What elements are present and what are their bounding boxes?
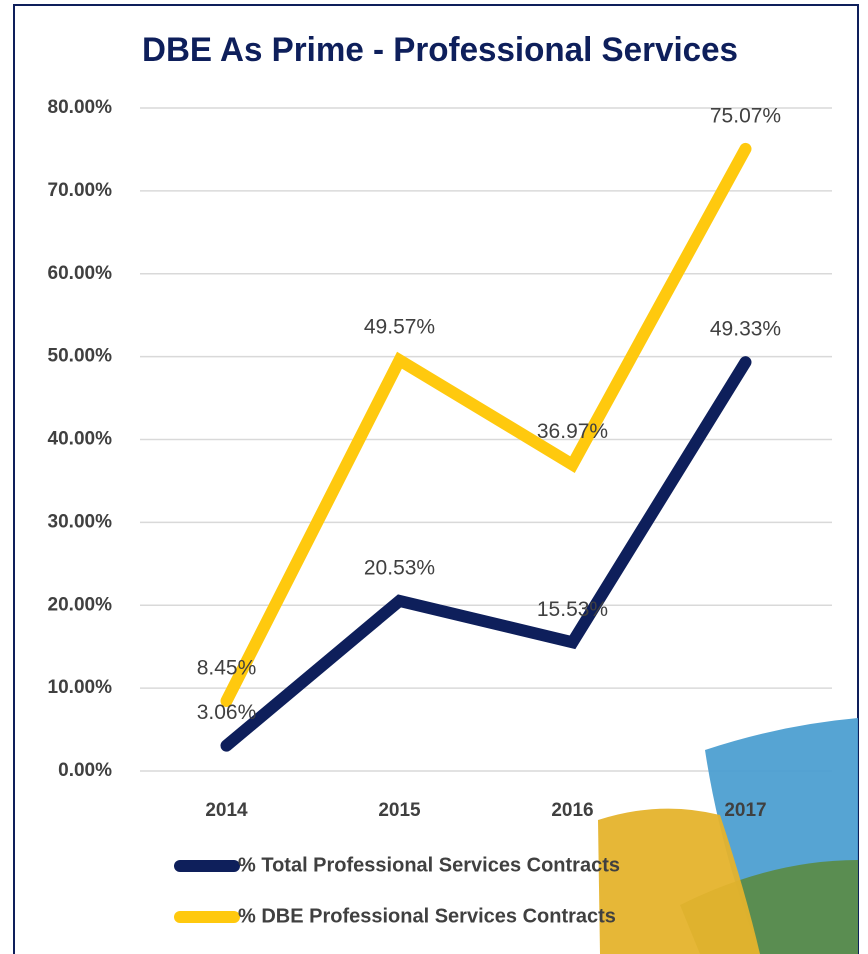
y-tick-label: 50.00%: [48, 346, 113, 367]
data-label: 49.33%: [710, 318, 781, 341]
y-tick-label: 20.00%: [48, 594, 113, 615]
data-label: 49.57%: [364, 316, 435, 339]
legend-label: % DBE Professional Services Contracts: [238, 905, 616, 927]
data-label: 8.45%: [197, 657, 257, 680]
data-label: 36.97%: [537, 420, 608, 443]
y-tick-label: 80.00%: [48, 97, 113, 118]
data-label: 15.53%: [537, 598, 608, 621]
decoration: [598, 718, 858, 954]
legend-label: % Total Professional Services Contracts: [238, 854, 620, 876]
y-tick-label: 30.00%: [48, 511, 113, 532]
y-tick-label: 70.00%: [48, 180, 113, 201]
y-tick-label: 0.00%: [58, 760, 112, 781]
data-label: 3.06%: [197, 701, 257, 724]
y-tick-label: 40.00%: [48, 429, 113, 450]
y-tick-label: 10.00%: [48, 677, 113, 698]
data-label: 75.07%: [710, 104, 781, 127]
x-tick-label: 2015: [378, 800, 421, 821]
x-tick-label: 2014: [205, 800, 248, 821]
series-line: [220, 142, 752, 707]
y-tick-label: 60.00%: [48, 263, 113, 284]
series-line: [220, 356, 752, 752]
x-tick-label: 2017: [724, 800, 766, 821]
chart-title: DBE As Prime - Professional Services: [142, 31, 738, 69]
data-label: 20.53%: [364, 556, 435, 579]
x-tick-label: 2016: [551, 800, 593, 821]
